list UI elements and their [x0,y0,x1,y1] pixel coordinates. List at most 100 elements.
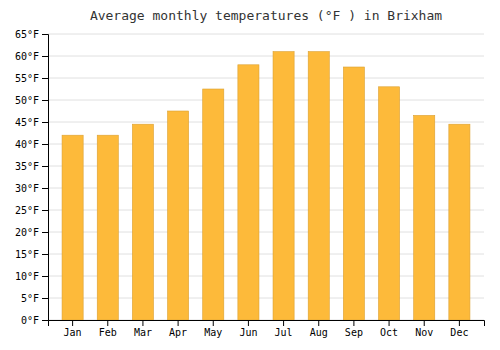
tick-label: 55°F [15,73,39,84]
bar [273,52,294,320]
tick: 55°F [15,73,48,84]
tick-label: Mar [134,327,152,338]
bars [62,52,470,320]
bar [203,89,224,320]
title: Average monthly temperatures (°F ) in Br… [90,8,442,23]
tick-label: 15°F [15,249,39,260]
tick-label: 50°F [15,95,39,106]
tick: 40°F [15,139,48,150]
tick-mark [459,320,460,326]
tick: Oct [380,320,398,338]
tick-label: 30°F [15,183,39,194]
tick-mark [42,188,48,189]
tick: 45°F [15,117,48,128]
tick: 35°F [15,161,48,172]
tick-mark [42,34,48,35]
tick: 10°F [15,271,48,282]
tick: Jun [239,320,257,338]
tick-mark [213,320,214,326]
tick-mark [42,122,48,123]
chart: 0°F 5°F 10°F 15°F 20°F 25°F 30°F 35°F 40°F 45°F 50… [0,0,500,350]
bar [343,67,364,320]
bar [308,52,329,320]
tick-label: Feb [99,327,117,338]
plot: 0°F 5°F 10°F 15°F 20°F 25°F 30°F 35°F 40°F 45°F 50… [15,29,485,338]
x-axis: JanFebMarAprMayJunJulAugSepOctNovDec [49,320,485,338]
grid-line [48,56,484,57]
bar [379,87,400,320]
tick-mark [107,320,108,326]
tick: Feb [99,320,117,338]
tick-label: Jul [275,327,293,338]
tick: May [204,320,222,338]
y-axis: 0°F 5°F 10°F 15°F 20°F 25°F 30°F 35°F 40°F 45°F 50… [15,29,49,326]
tick-mark [72,320,73,326]
grid-line [48,78,484,79]
tick-mark [42,56,48,57]
tick: Sep [345,320,363,338]
grid-line [48,100,484,101]
tick: Dec [450,320,468,338]
tick-label: Jun [239,327,257,338]
axis-domain [49,321,485,327]
tick-label: 65°F [15,29,39,40]
tick: Apr [169,320,187,338]
bar [97,135,118,320]
bar [238,65,259,320]
tick: 60°F [15,51,48,62]
bar [62,135,83,320]
tick-mark [353,320,354,326]
tick-label: 0°F [21,315,39,326]
grid [48,34,484,320]
tick-mark [42,276,48,277]
tick-label: 60°F [15,51,39,62]
tick-label: Oct [380,327,398,338]
tick: Mar [134,320,152,338]
tick-label: Apr [169,327,187,338]
tick-mark [42,320,48,321]
axis-domain [42,35,49,321]
tick-mark [42,78,48,79]
tick: 20°F [15,227,48,238]
tick-mark [42,166,48,167]
tick-mark [42,298,48,299]
tick-label: Nov [415,327,433,338]
tick-mark [142,320,143,326]
tick: 25°F [15,205,48,216]
tick-label: 20°F [15,227,39,238]
tick: Jul [275,320,293,338]
tick-label: May [204,327,222,338]
tick-label: 10°F [15,271,39,282]
tick-mark [42,100,48,101]
tick: Jan [64,320,82,338]
tick-label: 40°F [15,139,39,150]
tick: 15°F [15,249,48,260]
tick-label: Jan [64,327,82,338]
tick-mark [42,254,48,255]
tick-label: 5°F [21,293,39,304]
bar [168,111,189,320]
tick-label: Dec [450,327,468,338]
tick: 65°F [15,29,48,40]
bar [449,124,470,320]
tick-mark [42,210,48,211]
tick-mark [178,320,179,326]
grid-line [48,34,484,35]
tick: 5°F [21,293,48,304]
tick: 30°F [15,183,48,194]
tick-mark [389,320,390,326]
tick-label: 25°F [15,205,39,216]
tick: Nov [415,320,433,338]
tick: 50°F [15,95,48,106]
bar [132,124,153,320]
tick-mark [248,320,249,326]
tick-mark [42,232,48,233]
tick-label: 35°F [15,161,39,172]
tick-mark [318,320,319,326]
tick: 0°F [21,315,48,326]
tick-mark [283,320,284,326]
tick-label: Sep [345,327,363,338]
bar [414,115,435,320]
tick-mark [424,320,425,326]
tick-label: 45°F [15,117,39,128]
